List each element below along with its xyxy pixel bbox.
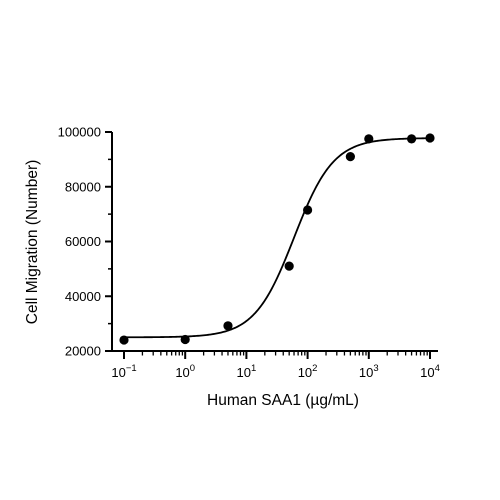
- data-point: [180, 334, 190, 345]
- x-tick-label: 100: [175, 363, 195, 380]
- x-tick-label: 102: [298, 363, 318, 380]
- axes: 20000 40000 60000 80000 100000 10−1 100 101 102 1…: [58, 125, 440, 381]
- y-tick-label: 60000: [65, 234, 101, 249]
- data-point: [406, 134, 417, 144]
- x-tick-label: 103: [359, 363, 379, 380]
- fit-curve: [123, 137, 431, 339]
- x-tick-label: 104: [420, 363, 440, 380]
- y-tick-label: 80000: [65, 179, 101, 194]
- data-point: [345, 152, 355, 162]
- data-point: [303, 205, 313, 215]
- data-point: [284, 261, 294, 271]
- y-tick-label: 40000: [65, 289, 101, 304]
- data-point: [223, 321, 233, 331]
- data-point: [425, 133, 435, 143]
- data-point: [364, 134, 374, 144]
- data-point: [119, 335, 129, 345]
- x-axis-title: Human SAA1 (µg/mL): [207, 392, 359, 409]
- y-tick-label: 100000: [58, 125, 101, 140]
- plot-area: [119, 133, 435, 345]
- y-axis-title: Cell Migration (Number): [24, 160, 41, 325]
- x-tick-label: 10−1: [111, 363, 136, 380]
- y-tick-label: 20000: [65, 344, 101, 359]
- x-tick-label: 101: [237, 363, 257, 380]
